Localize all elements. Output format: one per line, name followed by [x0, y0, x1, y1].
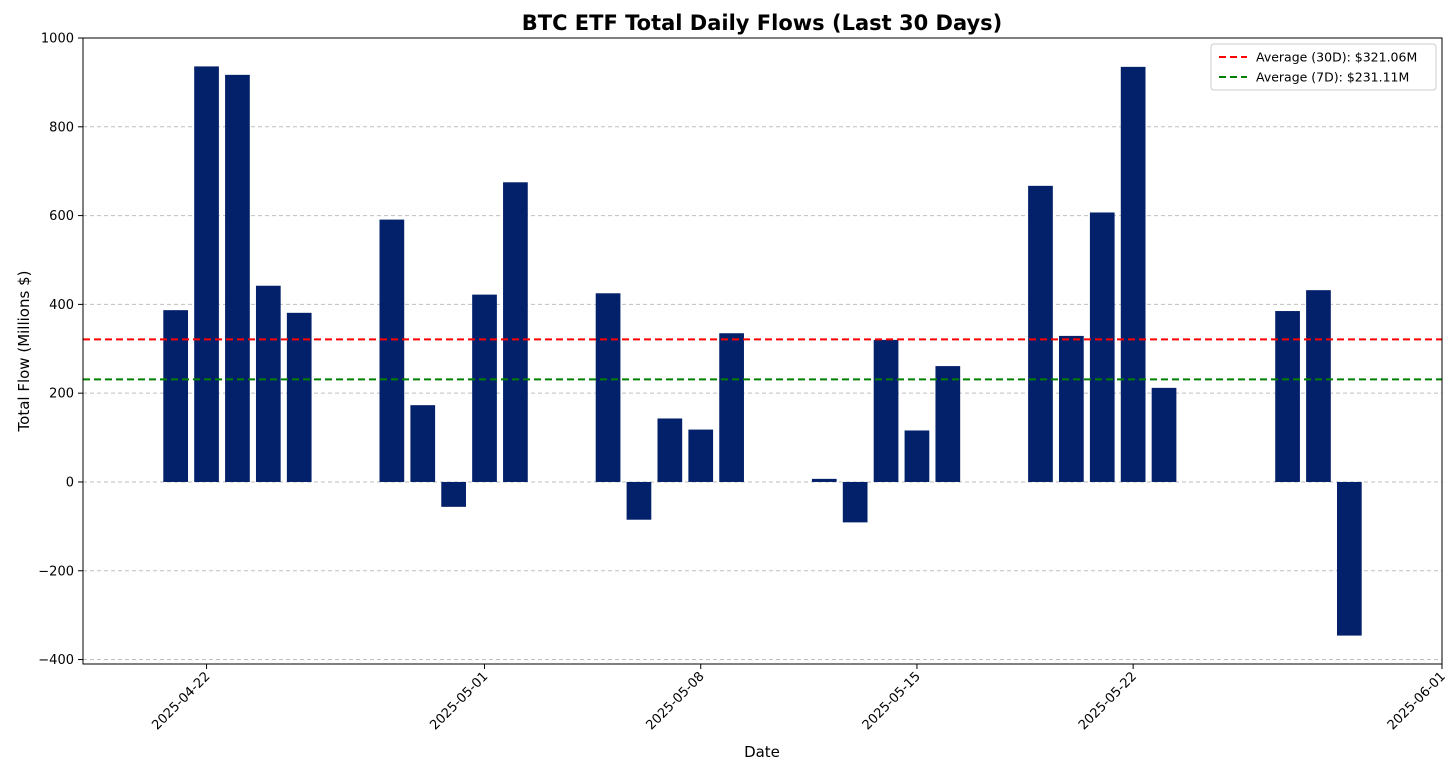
y-tick-label: 0	[66, 475, 74, 490]
y-axis-ticks: −400 −200 0 200 400 600 800 1000	[38, 32, 83, 668]
y-tick-label: 800	[49, 120, 74, 135]
bar-2025-05-21	[1089, 212, 1115, 482]
bar-2025-04-23	[225, 74, 250, 482]
bar-2025-04-22	[194, 66, 219, 482]
bar-2025-05-28	[1306, 290, 1331, 482]
bar-2025-04-28	[379, 219, 405, 482]
bar-2025-05-12	[811, 478, 837, 482]
bar-2025-05-23	[1151, 387, 1177, 482]
legend-label-7d-average: Average (7D): $231.11M	[1256, 70, 1409, 85]
bar-2025-05-22	[1120, 66, 1146, 482]
bar-2025-04-21	[163, 310, 189, 482]
y-axis-label: Total Flow (Millions $)	[15, 271, 33, 433]
bar-2025-04-25	[286, 312, 312, 482]
bar-2025-05-29	[1336, 481, 1362, 636]
bar-2025-04-24	[255, 285, 281, 482]
y-tick-label: 200	[49, 387, 74, 402]
bar-2025-05-01	[472, 294, 497, 482]
bar-2025-05-02	[503, 182, 528, 482]
bars	[163, 66, 1362, 636]
bar-2025-05-08	[688, 429, 714, 482]
legend: Average (30D): $321.06M Average (7D): $2…	[1210, 43, 1437, 91]
bar-2025-05-27	[1275, 311, 1300, 482]
x-axis-label: Date	[744, 743, 780, 761]
legend-label-30d-average: Average (30D): $321.06M	[1256, 50, 1417, 65]
bar-2025-05-06	[626, 481, 652, 520]
bar-2025-05-20	[1059, 335, 1084, 482]
reference-lines	[83, 338, 1442, 381]
bar-2025-04-30	[441, 481, 466, 507]
bar-2025-05-14	[873, 339, 899, 482]
bar-2025-05-16	[935, 366, 961, 482]
legend-box	[1210, 43, 1437, 91]
bar-2025-05-05	[595, 293, 621, 482]
bar-2025-05-19	[1028, 185, 1053, 482]
y-tick-label: 400	[49, 298, 74, 313]
bar-2025-05-15	[904, 430, 930, 482]
plot-frame	[82, 37, 1443, 665]
y-tick-label: −400	[38, 653, 74, 668]
bar-2025-05-07	[657, 418, 683, 482]
bar-2025-05-09	[719, 333, 744, 482]
bar-2025-04-29	[410, 405, 436, 482]
y-tick-label: 600	[49, 209, 74, 224]
chart-title: BTC ETF Total Daily Flows (Last 30 Days)	[522, 11, 1003, 35]
bar-2025-05-13	[842, 481, 868, 523]
y-tick-label: 1000	[41, 32, 74, 47]
y-tick-label: −200	[38, 564, 74, 579]
